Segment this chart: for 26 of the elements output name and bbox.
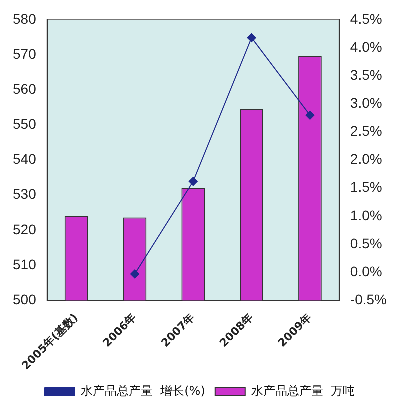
point	[130, 270, 140, 279]
y-tick-label: 500	[13, 291, 37, 308]
y-tick-label: 580	[13, 10, 37, 27]
y2-tick-label: 1.5%	[350, 179, 382, 196]
y2-tick-label: 3.5%	[350, 66, 382, 83]
y2-tick-label: -0.5%	[350, 291, 388, 308]
y-tick-label: 510	[13, 256, 37, 272]
y-tick-label: 570	[13, 46, 37, 62]
y2-tick-label: 4.0%	[350, 38, 382, 55]
y2-tick-label: 1.0%	[350, 207, 382, 224]
y2-tick-label: 2.0%	[350, 151, 382, 168]
y-tick-label: 530	[13, 186, 37, 202]
y2-tick-label: 4.5%	[350, 10, 382, 27]
y-tick-label: 540	[13, 151, 37, 168]
legend-label: 水产品总产量 增长(%)	[80, 384, 206, 398]
legend-label: 水产品总产量 万吨	[251, 384, 356, 398]
y-tick-label: 520	[13, 221, 37, 238]
y2-tick-label: 2.5%	[350, 123, 382, 140]
point	[306, 110, 315, 120]
point	[247, 33, 256, 42]
y2-tick-label: 0.0%	[350, 263, 382, 280]
y2-tick-label: 3.0%	[350, 95, 382, 112]
y2-tick-label: 0.5%	[350, 235, 382, 252]
y-tick-label: 560	[13, 81, 37, 98]
y-tick-label: 550	[13, 116, 37, 132]
point	[188, 177, 198, 186]
